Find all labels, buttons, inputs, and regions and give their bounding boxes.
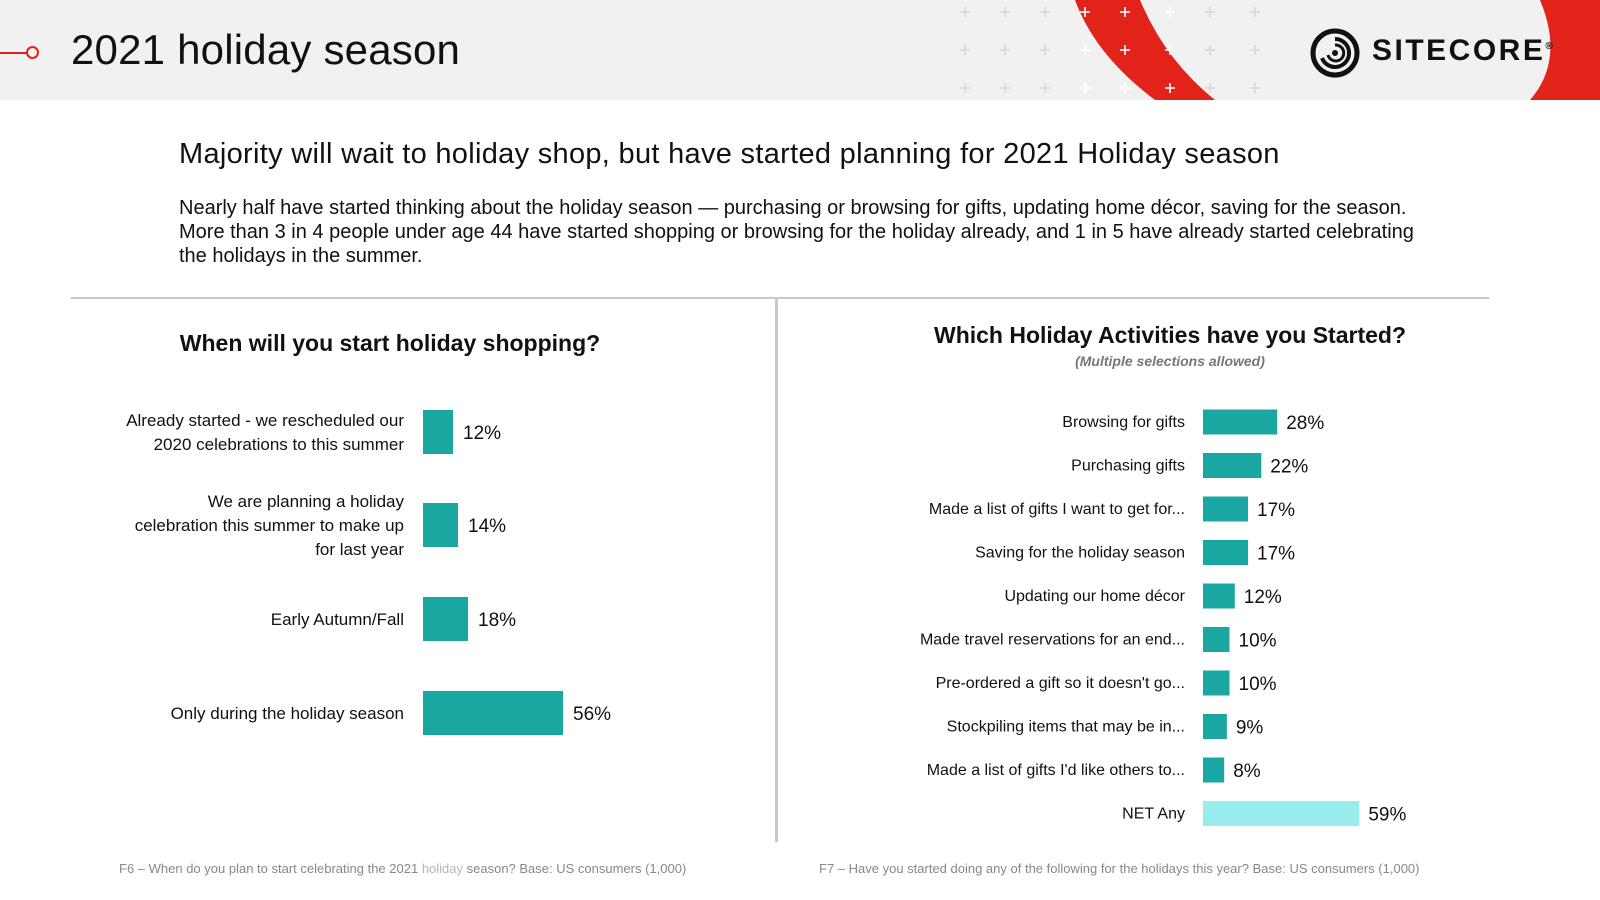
right-category-label: Made a list of gifts I want to get for..… [929,501,1185,518]
left-category-label: Already started - we rescheduled our [126,411,404,430]
plus-decoration-v [1124,7,1126,17]
left-category-label: for last year [315,540,404,559]
left-bar [423,597,468,641]
right-bar [1203,627,1230,652]
right-bar [1203,801,1360,826]
left-chart-title: When will you start holiday shopping? [179,330,601,356]
right-bar [1203,453,1262,478]
plus-decoration-v [1209,7,1211,17]
right-bar [1203,714,1227,739]
header-accent-dot [26,46,39,59]
right-chart-subtitle: (Multiple selections allowed) [1075,353,1265,369]
logo-registered-mark: ® [1545,41,1553,52]
right-bar-value-label: 17% [1257,500,1295,521]
plus-decoration-v [964,83,966,93]
plus-decoration-v [1044,45,1046,55]
red-arc-left [1075,0,1215,100]
left-footnote-highlight: holiday [421,861,464,876]
left-bar-value-label: 14% [468,516,506,537]
horizontal-divider [71,297,1489,299]
right-category-label: Made a list of gifts I'd like others to.… [927,762,1185,779]
sitecore-logo-icon [1310,28,1360,78]
right-category-label: NET Any [1122,806,1185,823]
left-bar [423,503,458,547]
plus-decoration-v [1084,83,1086,93]
left-bar-value-label: 18% [478,610,516,631]
right-bar [1203,540,1249,565]
right-bar-value-label: 17% [1257,544,1295,565]
left-bar-value-label: 12% [463,423,501,444]
plus-pattern-red [1080,7,1175,93]
plus-decoration-v [1084,7,1086,17]
sitecore-logo-text: SITECORE® [1372,34,1553,68]
right-category-label: Stockpiling items that may be in... [947,719,1185,736]
plus-decoration-v [1209,45,1211,55]
slide-title: 2021 holiday season [71,26,461,73]
left-bar [423,691,563,735]
logo-wordmark: SITECORE [1372,34,1546,67]
plus-decoration-v [1209,83,1211,93]
right-bar-value-label: 28% [1286,413,1324,434]
right-category-label: Pre-ordered a gift so it doesn't go... [936,675,1185,692]
plus-decoration-v [1044,7,1046,17]
plus-decoration-v [1004,83,1006,93]
plus-decoration-v [1044,83,1046,93]
plus-decoration-v [964,45,966,55]
plus-decoration-v [1169,7,1171,17]
slide-headline: Majority will wait to holiday shop, but … [179,138,1280,170]
left-category-label: celebration this summer to make up [135,516,404,535]
right-category-label: Updating our home décor [1004,588,1185,605]
right-category-label: Saving for the holiday season [975,545,1185,562]
red-arc-right [1530,0,1600,100]
plus-decoration-v [1004,45,1006,55]
left-bar-value-label: 56% [573,704,611,725]
right-bar-value-label: 59% [1368,805,1406,826]
right-bar-value-label: 10% [1239,631,1277,652]
left-bar [423,410,453,454]
plus-pattern [960,7,1260,93]
plus-decoration-v [964,7,966,17]
right-chart-title: Which Holiday Activities have you Starte… [933,322,1407,348]
plus-decoration-v [1124,45,1126,55]
right-category-label: Browsing for gifts [1062,414,1185,431]
left-category-label: 2020 celebrations to this summer [154,435,405,454]
left-category-label: Only during the holiday season [171,704,404,723]
header-decoration [960,0,1600,100]
right-bar-value-label: 12% [1244,587,1282,608]
right-category-label: Purchasing gifts [1071,458,1185,475]
right-bar [1203,583,1235,609]
right-bar-value-label: 22% [1270,457,1308,478]
left-category-label: We are planning a holiday [208,492,405,511]
right-footnote: F7 – Have you started doing any of the f… [819,861,1420,876]
plus-decoration-v [1254,83,1256,93]
plus-decoration-v [1169,83,1171,93]
plus-decoration-v [1124,83,1126,93]
right-bar [1203,409,1278,435]
left-category-label: Early Autumn/Fall [271,610,404,629]
header-accent-line [0,52,28,54]
plus-decoration-v [1084,45,1086,55]
right-bar-value-label: 8% [1233,761,1261,782]
slide-intro-text: Nearly half have started thinking about … [179,197,1414,267]
header-band: 2021 holiday season SITECORE® [0,0,1600,100]
right-bar-value-label: 9% [1236,718,1264,739]
right-category-label: Made travel reservations for an end... [920,632,1185,649]
plus-decoration-v [1254,45,1256,55]
right-bar [1203,757,1225,783]
right-bar [1203,670,1230,696]
left-footnote-text: F6 – When do you plan to start celebrati… [119,861,422,876]
plus-decoration-v [1254,7,1256,17]
vertical-divider [775,297,778,842]
left-footnote-text-end: season? Base: US consumers (1,000) [463,861,687,876]
plus-decoration-v [1169,45,1171,55]
right-bar [1203,496,1249,522]
left-footnote: F6 – When do you plan to start celebrati… [119,861,686,876]
right-bar-value-label: 10% [1239,674,1277,695]
plus-decoration-v [1004,7,1006,17]
